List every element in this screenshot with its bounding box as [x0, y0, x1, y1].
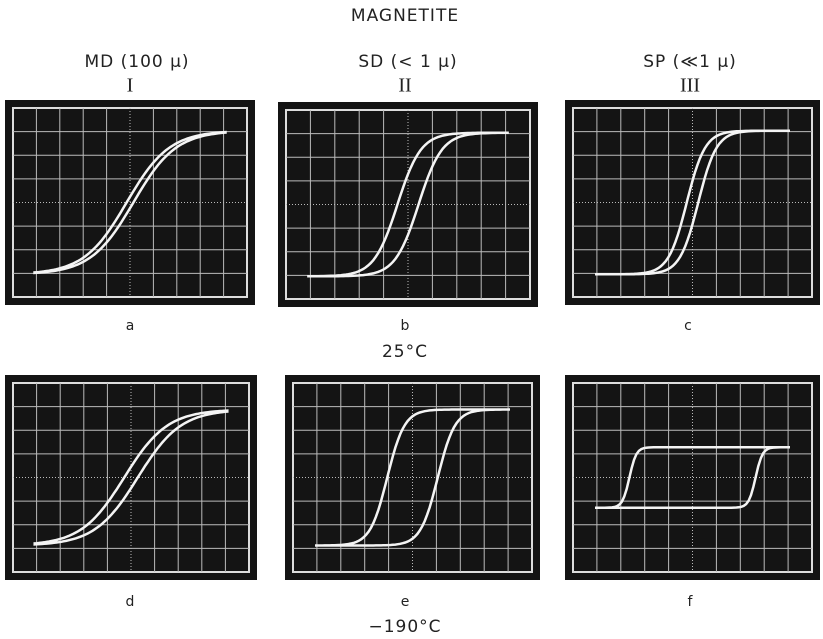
- temperature-label: 25°C: [382, 342, 428, 362]
- hysteresis-loop: [315, 408, 510, 547]
- hysteresis-loop: [307, 131, 509, 278]
- figure-title: MAGNETITE: [351, 6, 459, 26]
- column-numeral: I: [127, 75, 134, 97]
- column-label: SP (≪1 μ): [643, 52, 737, 72]
- hysteresis-loop: [595, 446, 790, 509]
- hysteresis-loop: [33, 409, 229, 546]
- panel-label: c: [684, 318, 692, 334]
- temperature-label: −190°C: [368, 617, 441, 637]
- column-numeral: II: [398, 75, 411, 97]
- panel-label: a: [126, 318, 135, 334]
- hysteresis-loop: [595, 129, 790, 276]
- hysteresis-loop: [33, 130, 227, 275]
- column-label: SD (< 1 μ): [358, 52, 457, 72]
- panel-label: f: [688, 594, 694, 610]
- panel-label: e: [401, 594, 410, 610]
- column-label: MD (100 μ): [84, 52, 189, 72]
- column-numeral: III: [680, 75, 700, 97]
- panel-label: b: [401, 318, 410, 334]
- panel-label: d: [126, 594, 135, 610]
